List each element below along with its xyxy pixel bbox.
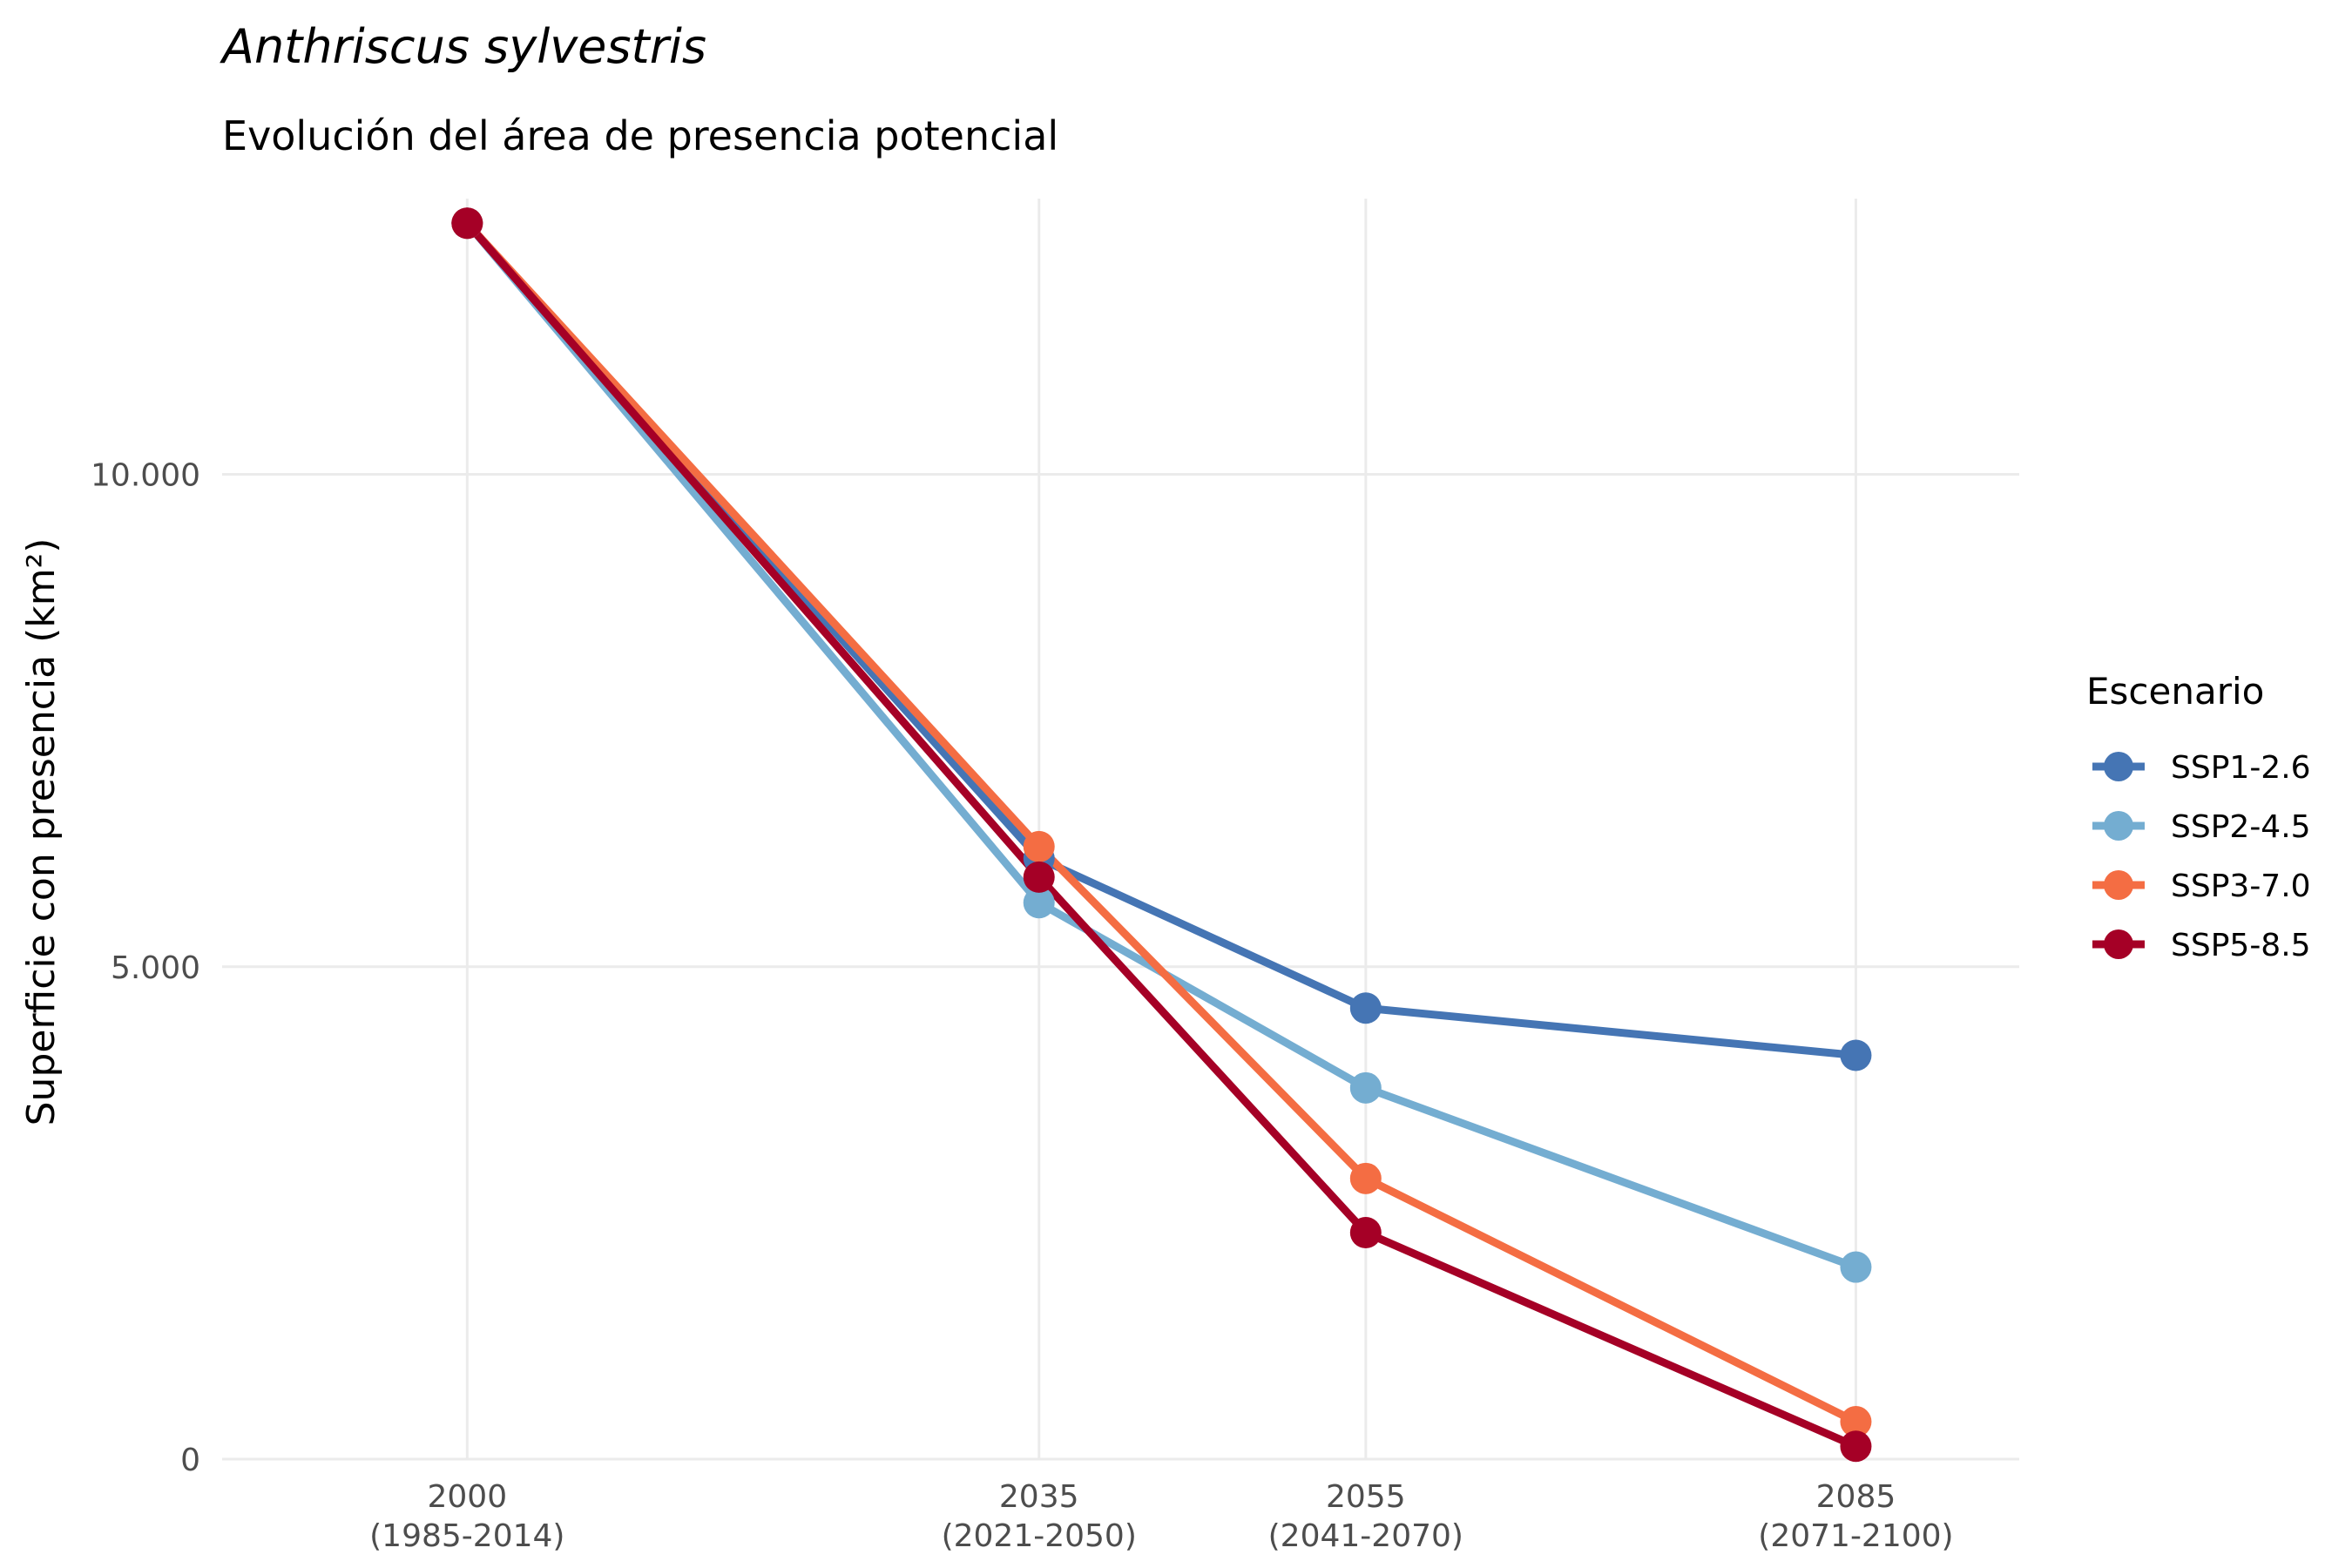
x-tick-sublabel: (1985-2014)	[369, 1518, 564, 1554]
data-point-ssp3-7-0	[1349, 1162, 1382, 1194]
data-point-ssp2-4-5	[1023, 887, 1055, 919]
data-point-ssp3-7-0	[1023, 830, 1055, 862]
series-group	[451, 207, 1872, 1463]
x-tick-label: 2055	[1326, 1479, 1406, 1515]
y-axis-ticks: 0 5.000 10.000	[91, 458, 200, 1478]
data-point-ssp5-8-5	[1840, 1430, 1872, 1463]
gridlines	[222, 199, 2019, 1461]
data-point-ssp2-4-5	[1349, 1071, 1382, 1104]
x-tick-label: 2085	[1816, 1479, 1896, 1515]
y-tick-label: 5.000	[111, 950, 200, 986]
legend-label-ssp3-7-0: SSP3-7.0	[2171, 868, 2311, 904]
x-axis-ticks: 2000(1985-2014) 2035(2021-2050) 2055(2041-…	[369, 1479, 1953, 1554]
data-point-ssp5-8-5	[1023, 861, 1055, 893]
y-tick-label: 0	[180, 1443, 200, 1478]
legend-label-ssp1-2-6: SSP1-2.6	[2171, 750, 2311, 786]
x-tick-sublabel: (2071-2100)	[1758, 1518, 1953, 1554]
legend-label-ssp5-8-5: SSP5-8.5	[2171, 928, 2311, 963]
data-point-ssp1-2-6	[1840, 1039, 1872, 1071]
legend-key-point-ssp1-2-6	[2104, 752, 2133, 781]
data-point-ssp3-7-0	[1840, 1406, 1872, 1438]
series-line-ssp2-4-5	[463, 220, 1858, 1271]
x-tick-sublabel: (2021-2050)	[942, 1518, 1137, 1554]
data-point-ssp5-8-5	[451, 207, 483, 240]
x-tick-sublabel: (2041-2070)	[1268, 1518, 1463, 1554]
legend: Escenario SSP1-2.6 SSP2-4.5 SSP3-7.0 SSP5-8…	[2086, 670, 2311, 963]
y-axis-label: Superficie con presencia (km²)	[19, 538, 64, 1126]
data-point-ssp2-4-5	[1840, 1251, 1872, 1283]
x-tick-label: 2035	[999, 1479, 1079, 1515]
data-point-ssp5-8-5	[1349, 1216, 1382, 1248]
legend-key-point-ssp5-8-5	[2104, 929, 2133, 959]
x-tick-label: 2000	[428, 1479, 508, 1515]
series-line-ssp1-2-6	[463, 220, 1856, 1059]
data-point-ssp1-2-6	[1349, 992, 1382, 1024]
series-line-ssp3-7-0	[464, 220, 1858, 1426]
chart-subtitle: Evolución del área de presencia potencia…	[222, 112, 1058, 159]
chart-title: Anthriscus sylvestris	[220, 19, 706, 74]
y-tick-label: 10.000	[91, 458, 200, 494]
legend-key-point-ssp3-7-0	[2104, 870, 2133, 900]
legend-title: Escenario	[2086, 670, 2264, 713]
legend-key-point-ssp2-4-5	[2104, 811, 2133, 841]
series-line-ssp5-8-5	[463, 220, 1858, 1450]
legend-label-ssp2-4-5: SSP2-4.5	[2171, 809, 2311, 845]
